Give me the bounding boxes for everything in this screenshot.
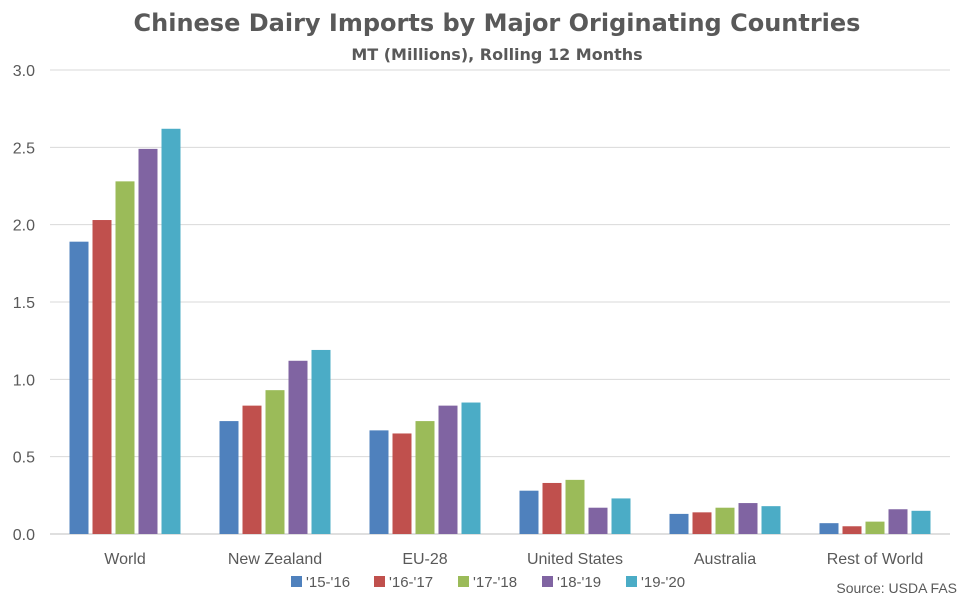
bar (138, 148, 158, 534)
bar (715, 507, 735, 534)
bar (438, 405, 458, 534)
bar (738, 503, 758, 534)
legend: '15-'16 '16-'17 '17-'18 '18-'19 '19-'20 (291, 574, 685, 591)
legend-label: '16-'17 (389, 574, 433, 591)
y-tick-label: 0.5 (13, 450, 35, 467)
y-tick-label: 2.0 (13, 218, 35, 235)
legend-swatch (291, 576, 302, 587)
source-note: Source: USDA FAS (836, 580, 957, 596)
bar (415, 421, 435, 534)
x-category-label: Australia (694, 551, 756, 568)
bar (69, 241, 89, 534)
y-tick-label: 3.0 (13, 63, 35, 80)
x-category-label: Rest of World (827, 551, 924, 568)
x-axis-categories: World New Zealand EU-28 United States Austra… (104, 551, 923, 568)
gridlines (50, 69, 950, 535)
bar (288, 360, 308, 534)
bars (69, 128, 931, 535)
bar (311, 349, 331, 534)
bar (842, 526, 862, 534)
bar (819, 523, 839, 534)
bar (611, 498, 631, 534)
chart-subtitle: MT (Millions), Rolling 12 Months (351, 45, 642, 64)
legend-swatch (542, 576, 553, 587)
bar (761, 506, 781, 534)
bar (865, 521, 885, 534)
y-tick-label: 2.5 (13, 140, 35, 157)
y-tick-label: 1.5 (13, 295, 35, 312)
bar (392, 433, 412, 534)
bar (911, 510, 931, 534)
legend-label: '15-'16 (306, 574, 350, 591)
x-category-label: World (104, 551, 146, 568)
bar (588, 507, 608, 534)
y-tick-label: 1.0 (13, 372, 35, 389)
legend-swatch (626, 576, 637, 587)
chart-title: Chinese Dairy Imports by Major Originati… (134, 9, 861, 37)
bar (692, 512, 712, 534)
legend-label: '18-'19 (557, 574, 601, 591)
bar (888, 509, 908, 534)
bar (669, 513, 689, 534)
legend-label: '19-'20 (641, 574, 685, 591)
x-category-label: United States (527, 551, 623, 568)
bar (519, 490, 539, 534)
legend-swatch (458, 576, 469, 587)
legend-swatch (374, 576, 385, 587)
bar (565, 479, 585, 534)
bar (242, 405, 262, 534)
bar (161, 128, 181, 535)
x-category-label: EU-28 (402, 551, 447, 568)
y-axis-ticks: 0.0 0.5 1.0 1.5 2.0 2.5 3.0 (13, 63, 35, 544)
x-category-label: New Zealand (228, 551, 322, 568)
bar (265, 390, 285, 534)
bar (461, 402, 481, 534)
bar (219, 421, 239, 534)
bar (369, 430, 389, 534)
bar (92, 220, 112, 534)
bar (115, 181, 135, 535)
bar (542, 482, 562, 534)
legend-label: '17-'18 (473, 574, 517, 591)
y-tick-label: 0.0 (13, 527, 35, 544)
